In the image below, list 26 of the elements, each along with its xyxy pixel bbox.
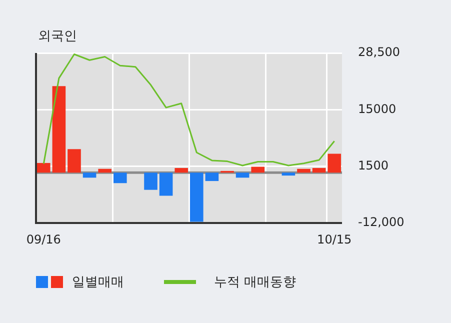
bar (282, 172, 296, 176)
bar (36, 162, 50, 173)
y-tick-label: 1500 (358, 158, 389, 172)
y-tick-label: 15000 (358, 102, 396, 116)
bar (68, 149, 81, 173)
chart-title: 외국인 (38, 28, 77, 45)
bar (190, 172, 204, 222)
bar (98, 168, 112, 173)
legend-label: 누적 매매동향 (214, 274, 296, 291)
bar (113, 172, 127, 184)
x-tick-label: 10/15 (317, 232, 352, 246)
bar (236, 172, 250, 178)
x-tick-label: 09/16 (26, 232, 61, 246)
bar (328, 154, 342, 173)
y-tick-label: -12,000 (358, 215, 404, 230)
bar (159, 172, 173, 196)
bar (312, 168, 326, 173)
legend-label: 일별매매 (72, 274, 124, 291)
bar (144, 172, 158, 190)
bar (297, 168, 310, 173)
bar (251, 166, 265, 173)
bar (52, 86, 66, 173)
bar (174, 168, 188, 173)
y-tick-label: 28,500 (358, 45, 400, 60)
bar (82, 172, 96, 178)
bar (205, 172, 219, 182)
